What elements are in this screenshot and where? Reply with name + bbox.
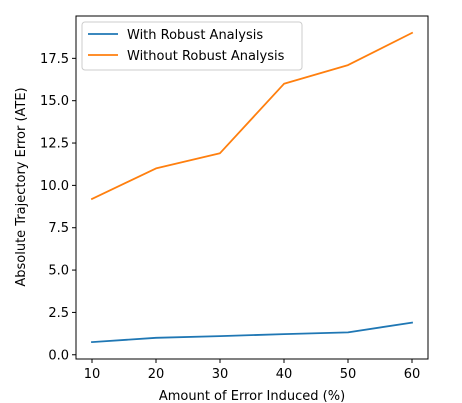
y-tick-label: 7.5	[48, 221, 69, 236]
legend-label-without-robust: Without Robust Analysis	[127, 49, 285, 64]
x-tick-label: 50	[340, 367, 357, 382]
series-line-0	[91, 321, 414, 344]
x-tick-label: 40	[276, 367, 293, 382]
y-tick-label: 15.0	[40, 94, 69, 109]
y-axis-label: Absolute Trajectory Error (ATE)	[14, 87, 29, 286]
series-lines	[90, 31, 414, 344]
plot-frame	[75, 15, 429, 360]
y-tick-label: 5.0	[48, 264, 69, 279]
x-tick-label: 60	[404, 367, 421, 382]
x-axis-ticks: 10 20 30 40 50 60	[84, 359, 421, 382]
x-axis-label: Amount of Error Induced (%)	[159, 389, 345, 403]
y-tick-label: 10.0	[40, 179, 69, 194]
x-tick-label: 30	[212, 367, 229, 382]
y-tick-label: 0.0	[48, 348, 69, 363]
y-axis-ticks: 0.0 2.5 5.0 7.5 10.0 12.5 15.0 17.5	[40, 52, 76, 363]
x-tick-label: 20	[148, 367, 165, 382]
series-line-1	[90, 31, 414, 201]
legend-label-with-robust: With Robust Analysis	[127, 28, 263, 43]
y-tick-label: 17.5	[40, 52, 69, 67]
y-tick-label: 2.5	[48, 306, 69, 321]
x-tick-label: 10	[84, 367, 101, 382]
legend: With Robust Analysis Without Robust Anal…	[81, 21, 303, 71]
legend-box	[81, 21, 303, 71]
y-tick-label: 12.5	[40, 137, 69, 152]
